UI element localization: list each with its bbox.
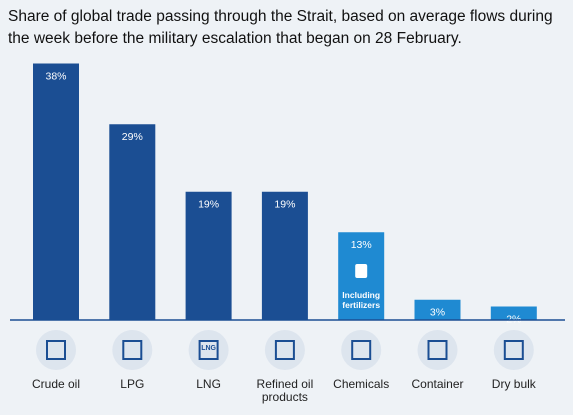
category-label: Container — [411, 377, 464, 391]
icon-glyph — [503, 340, 524, 360]
chart-title: Share of global trade passing through th… — [8, 8, 553, 47]
bar — [109, 124, 156, 320]
category-label: LNG — [196, 377, 221, 391]
bar — [414, 299, 461, 320]
icon-glyph — [46, 340, 66, 360]
category-icon — [493, 330, 534, 370]
value-label: 38% — [45, 70, 66, 82]
category-icon — [341, 330, 382, 370]
icon-glyph — [198, 340, 219, 360]
icon-glyph — [274, 340, 295, 360]
category-icon — [264, 330, 305, 370]
annotation: Including fertilizers — [342, 290, 381, 310]
icon-circle — [112, 330, 153, 370]
category-label: LPG — [120, 377, 145, 391]
category-label: Chemicals — [333, 377, 390, 391]
icon-glyph — [427, 340, 448, 360]
icon-glyph — [351, 340, 372, 360]
value-label: 13% — [351, 239, 372, 251]
category-label: Crude oil — [31, 377, 81, 391]
icon-circle — [341, 330, 382, 370]
category-icon — [417, 330, 458, 370]
category-icon — [36, 330, 76, 370]
bar — [490, 306, 537, 320]
bar — [33, 63, 79, 320]
bar — [261, 191, 308, 320]
value-label: 19% — [198, 199, 219, 211]
category-label: Refined oil products — [256, 377, 314, 404]
bar — [185, 191, 232, 320]
value-label: 19% — [274, 199, 295, 211]
icon-circle — [36, 330, 76, 370]
value-label: 29% — [122, 131, 143, 143]
icon-circle — [493, 330, 534, 370]
icon-circle — [417, 330, 458, 370]
icon-glyph — [122, 340, 143, 360]
category-icon — [112, 330, 153, 370]
icon-circle — [264, 330, 305, 370]
icon-text: LNG — [201, 345, 216, 352]
annotation-icon — [355, 264, 368, 278]
value-label: 3% — [430, 307, 445, 319]
category-label: Dry bulk — [491, 377, 536, 391]
category-icon — [188, 330, 229, 370]
